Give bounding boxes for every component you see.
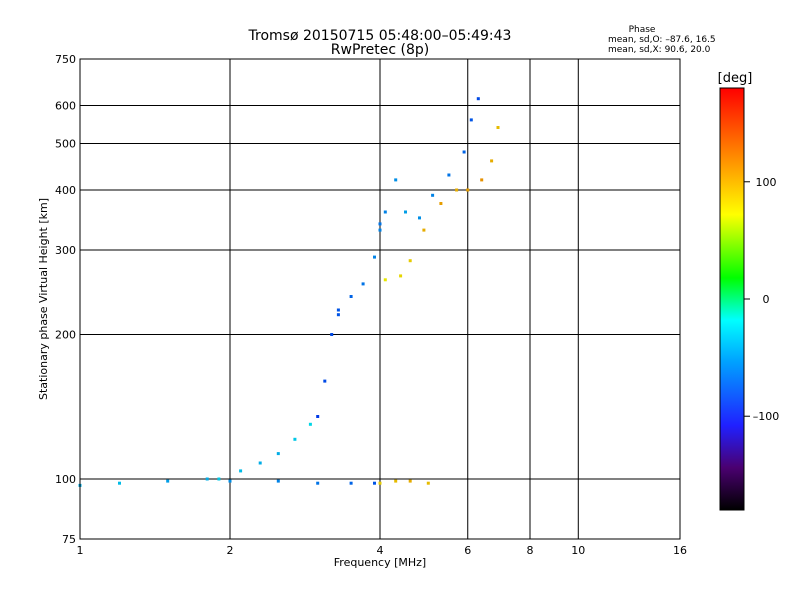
data-point	[466, 188, 470, 192]
colorbar	[719, 87, 745, 511]
data-point	[480, 178, 484, 182]
data-point	[308, 422, 312, 426]
data-point	[336, 308, 340, 312]
data-point	[293, 437, 297, 441]
chart-title: Tromsø 20150715 05:48:00–05:49:43	[248, 28, 512, 44]
data-point	[383, 210, 387, 214]
data-point	[383, 278, 387, 282]
stats-x-line: mean, sd,X: 90.6, 20.0	[608, 45, 711, 55]
data-point	[378, 222, 382, 226]
y-tick-label: 75	[62, 533, 76, 546]
chart-subtitle: RwPretec (8p)	[331, 42, 429, 58]
data-point	[316, 415, 320, 418]
data-point	[323, 379, 327, 383]
y-tick-label: 200	[55, 329, 76, 342]
data-point	[431, 193, 435, 197]
data-point	[447, 173, 451, 177]
data-point	[336, 313, 340, 317]
data-point	[496, 126, 500, 129]
data-point	[455, 188, 459, 192]
data-point	[239, 469, 243, 473]
data-point	[276, 452, 280, 456]
data-points	[78, 97, 500, 487]
x-tick-label: 10	[571, 544, 585, 557]
data-point	[349, 295, 353, 298]
data-point	[373, 255, 376, 259]
data-point	[394, 479, 398, 483]
colorbar-label: [deg]	[718, 71, 753, 86]
data-point	[330, 333, 334, 336]
y-tick-labels: 75 100 200 300 400 500 600 750	[55, 53, 76, 546]
plot-frame	[79, 58, 681, 540]
data-point	[394, 178, 398, 182]
y-axis-label: Stationary phase Virtual Height [km]	[37, 198, 50, 400]
y-tick-label: 600	[55, 100, 76, 113]
data-point	[462, 150, 466, 154]
data-point	[258, 461, 262, 465]
colorbar-ticks: 100 0 –100	[744, 176, 779, 423]
data-point	[378, 481, 382, 485]
data-point	[373, 481, 376, 485]
y-tick-label: 750	[55, 53, 76, 66]
stats-o-line: mean, sd,O: –87.6, 16.5	[608, 35, 716, 45]
x-tick-label: 4	[377, 544, 384, 557]
colorbar-tick-label: 100	[756, 176, 777, 189]
y-tick-label: 100	[55, 473, 76, 486]
data-point	[217, 477, 221, 481]
data-point	[166, 479, 170, 483]
colorbar-tick-label: 0	[763, 293, 770, 306]
data-point	[349, 481, 353, 485]
y-tick-label: 300	[55, 244, 76, 257]
data-point	[228, 479, 232, 483]
grid	[80, 59, 680, 539]
data-point	[439, 202, 443, 205]
data-point	[426, 481, 430, 485]
data-point	[399, 274, 403, 278]
data-point	[205, 477, 209, 481]
x-tick-labels: 1 2 4 6 8 10 16	[77, 544, 688, 557]
x-tick-label: 8	[527, 544, 534, 557]
data-point	[316, 481, 320, 485]
data-point	[418, 216, 421, 220]
stats-title: Phase	[629, 25, 656, 35]
data-point	[378, 228, 382, 232]
colorbar-tick-label: –100	[753, 410, 780, 423]
data-point	[408, 259, 412, 263]
data-point	[476, 97, 480, 101]
x-tick-label: 1	[77, 544, 84, 557]
data-point	[422, 228, 426, 232]
x-axis-label: Frequency [MHz]	[334, 556, 426, 569]
x-tick-label: 2	[227, 544, 234, 557]
data-point	[361, 282, 365, 286]
data-point	[404, 210, 407, 214]
data-point	[469, 118, 473, 122]
x-tick-label: 6	[464, 544, 471, 557]
y-tick-label: 500	[55, 138, 76, 151]
x-tick-label: 16	[673, 544, 687, 557]
data-point	[490, 159, 494, 163]
data-point	[118, 481, 121, 485]
data-point	[276, 479, 280, 483]
y-tick-label: 400	[55, 184, 76, 197]
data-point	[408, 479, 412, 483]
